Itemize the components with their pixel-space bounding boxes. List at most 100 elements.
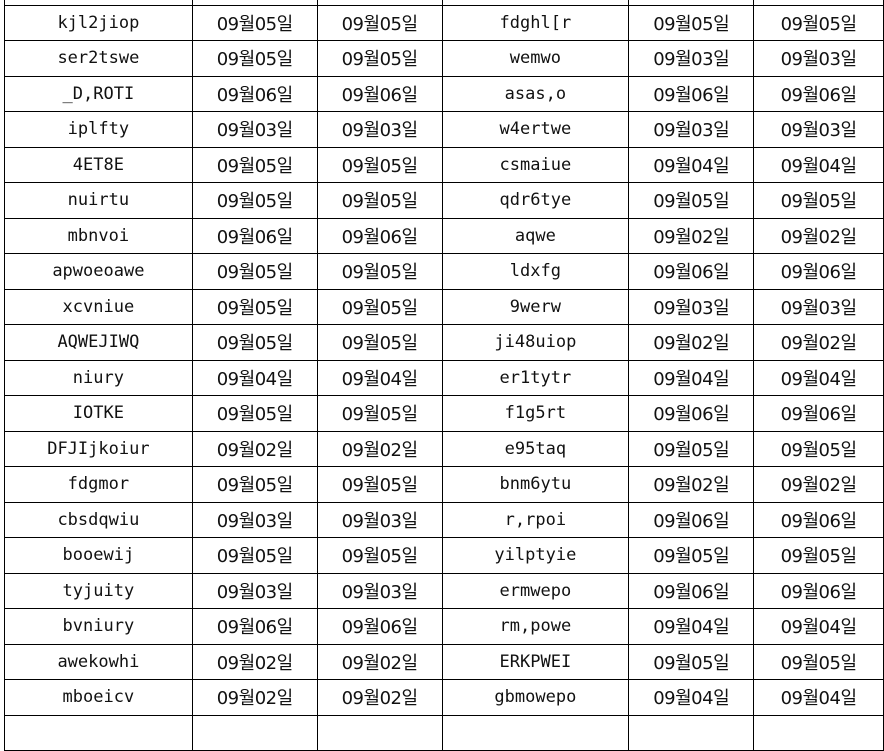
date-cell[interactable]: 09월03일	[191, 111, 318, 148]
date-cell[interactable]: 09월02일	[316, 643, 443, 680]
date-cell[interactable]: 09월06일	[753, 75, 884, 112]
name-cell[interactable]: 4ET8E	[4, 146, 193, 183]
date-cell[interactable]	[753, 714, 884, 751]
date-cell[interactable]: 09월05일	[191, 40, 318, 77]
date-cell[interactable]: 09월03일	[191, 501, 318, 538]
date-cell[interactable]: 09월06일	[628, 253, 755, 290]
date-cell[interactable]: 09월05일	[191, 395, 318, 432]
date-cell[interactable]: 09월02일	[316, 430, 443, 467]
date-cell[interactable]: 09월05일	[753, 643, 884, 680]
date-cell[interactable]: 09월03일	[628, 111, 755, 148]
date-cell[interactable]: 09월05일	[191, 466, 318, 503]
date-cell[interactable]: 09월03일	[753, 40, 884, 77]
date-cell[interactable]: 09월06일	[316, 217, 443, 254]
date-cell[interactable]: 09월02일	[628, 217, 755, 254]
date-cell[interactable]: 09월03일	[628, 288, 755, 325]
date-cell[interactable]: 09월05일	[316, 288, 443, 325]
name-cell[interactable]: fdgmor	[4, 466, 193, 503]
name-cell[interactable]: _D,ROTI	[4, 75, 193, 112]
date-cell[interactable]: 09월05일	[191, 253, 318, 290]
date-cell[interactable]: 09월03일	[316, 572, 443, 609]
date-cell[interactable]: 09월04일	[316, 359, 443, 396]
date-cell[interactable]: 09월05일	[316, 146, 443, 183]
date-cell[interactable]: 09월06일	[753, 572, 884, 609]
date-cell[interactable]: 09월02일	[753, 217, 884, 254]
date-cell[interactable]: 09월05일	[316, 253, 443, 290]
name-cell[interactable]: ser2tswe	[4, 40, 193, 77]
date-cell[interactable]: 09월06일	[316, 75, 443, 112]
name-cell[interactable]: IOTKE	[4, 395, 193, 432]
date-cell[interactable]: 09월06일	[191, 75, 318, 112]
date-cell[interactable]: 09월05일	[316, 4, 443, 41]
date-cell[interactable]: 09월03일	[191, 572, 318, 609]
date-cell[interactable]: 09월03일	[753, 111, 884, 148]
name-cell[interactable]: iplfty	[4, 111, 193, 148]
name-cell[interactable]: yilptyie	[441, 537, 630, 574]
date-cell[interactable]	[191, 714, 318, 751]
name-cell[interactable]: ermwepo	[441, 572, 630, 609]
date-cell[interactable]: 09월06일	[753, 395, 884, 432]
date-cell[interactable]: 09월04일	[628, 608, 755, 645]
date-cell[interactable]: 09월04일	[191, 359, 318, 396]
name-cell[interactable]: wemwo	[441, 40, 630, 77]
date-cell[interactable]: 09월04일	[753, 608, 884, 645]
date-cell[interactable]: 09월06일	[753, 501, 884, 538]
name-cell[interactable]: r,rpoi	[441, 501, 630, 538]
date-cell[interactable]: 09월03일	[316, 111, 443, 148]
date-cell[interactable]: 09월04일	[628, 359, 755, 396]
date-cell[interactable]: 09월03일	[316, 501, 443, 538]
name-cell[interactable]: w4ertwe	[441, 111, 630, 148]
name-cell[interactable]: qdr6tye	[441, 182, 630, 219]
date-cell[interactable]: 09월02일	[628, 324, 755, 361]
date-cell[interactable]: 09월02일	[316, 679, 443, 716]
date-cell[interactable]: 09월02일	[753, 466, 884, 503]
date-cell[interactable]: 09월05일	[191, 146, 318, 183]
date-cell[interactable]: 09월06일	[753, 253, 884, 290]
date-cell[interactable]: 09월05일	[316, 395, 443, 432]
date-cell[interactable]: 09월05일	[316, 466, 443, 503]
name-cell[interactable]: mboeicv	[4, 679, 193, 716]
name-cell[interactable]: xcvniue	[4, 288, 193, 325]
name-cell[interactable]	[4, 714, 193, 751]
date-cell[interactable]: 09월06일	[628, 572, 755, 609]
name-cell[interactable]: awekowhi	[4, 643, 193, 680]
date-cell[interactable]: 09월05일	[191, 4, 318, 41]
date-cell[interactable]	[628, 714, 755, 751]
name-cell[interactable]: er1tytr	[441, 359, 630, 396]
date-cell[interactable]: 09월04일	[753, 146, 884, 183]
name-cell[interactable]: mbnvoi	[4, 217, 193, 254]
name-cell[interactable]: nuirtu	[4, 182, 193, 219]
date-cell[interactable]: 09월06일	[628, 75, 755, 112]
name-cell[interactable]: f1g5rt	[441, 395, 630, 432]
date-cell[interactable]: 09월03일	[628, 40, 755, 77]
date-cell[interactable]: 09월02일	[191, 430, 318, 467]
name-cell[interactable]: booewij	[4, 537, 193, 574]
date-cell[interactable]: 09월05일	[316, 324, 443, 361]
date-cell[interactable]: 09월05일	[753, 430, 884, 467]
date-cell[interactable]: 09월02일	[628, 466, 755, 503]
date-cell[interactable]: 09월04일	[628, 679, 755, 716]
name-cell[interactable]: ERKPWEI	[441, 643, 630, 680]
name-cell[interactable]: asas,o	[441, 75, 630, 112]
name-cell[interactable]: apwoeoawe	[4, 253, 193, 290]
date-cell[interactable]: 09월05일	[628, 537, 755, 574]
name-cell[interactable]: tyjuity	[4, 572, 193, 609]
date-cell[interactable]: 09월02일	[191, 643, 318, 680]
date-cell[interactable]: 09월05일	[316, 537, 443, 574]
date-cell[interactable]: 09월05일	[316, 182, 443, 219]
name-cell[interactable]: ji48uiop	[441, 324, 630, 361]
date-cell[interactable]: 09월04일	[753, 679, 884, 716]
date-cell[interactable]: 09월05일	[191, 537, 318, 574]
date-cell[interactable]: 09월02일	[191, 679, 318, 716]
date-cell[interactable]: 09월06일	[628, 501, 755, 538]
name-cell[interactable]: ldxfg	[441, 253, 630, 290]
name-cell[interactable]: AQWEJIWQ	[4, 324, 193, 361]
date-cell[interactable]: 09월04일	[753, 359, 884, 396]
date-cell[interactable]: 09월05일	[191, 288, 318, 325]
name-cell[interactable]: e95taq	[441, 430, 630, 467]
name-cell[interactable]: rm,powe	[441, 608, 630, 645]
date-cell[interactable]	[316, 714, 443, 751]
name-cell[interactable]: DFJIjkoiur	[4, 430, 193, 467]
name-cell[interactable]: gbmowepo	[441, 679, 630, 716]
name-cell[interactable]: 9werw	[441, 288, 630, 325]
